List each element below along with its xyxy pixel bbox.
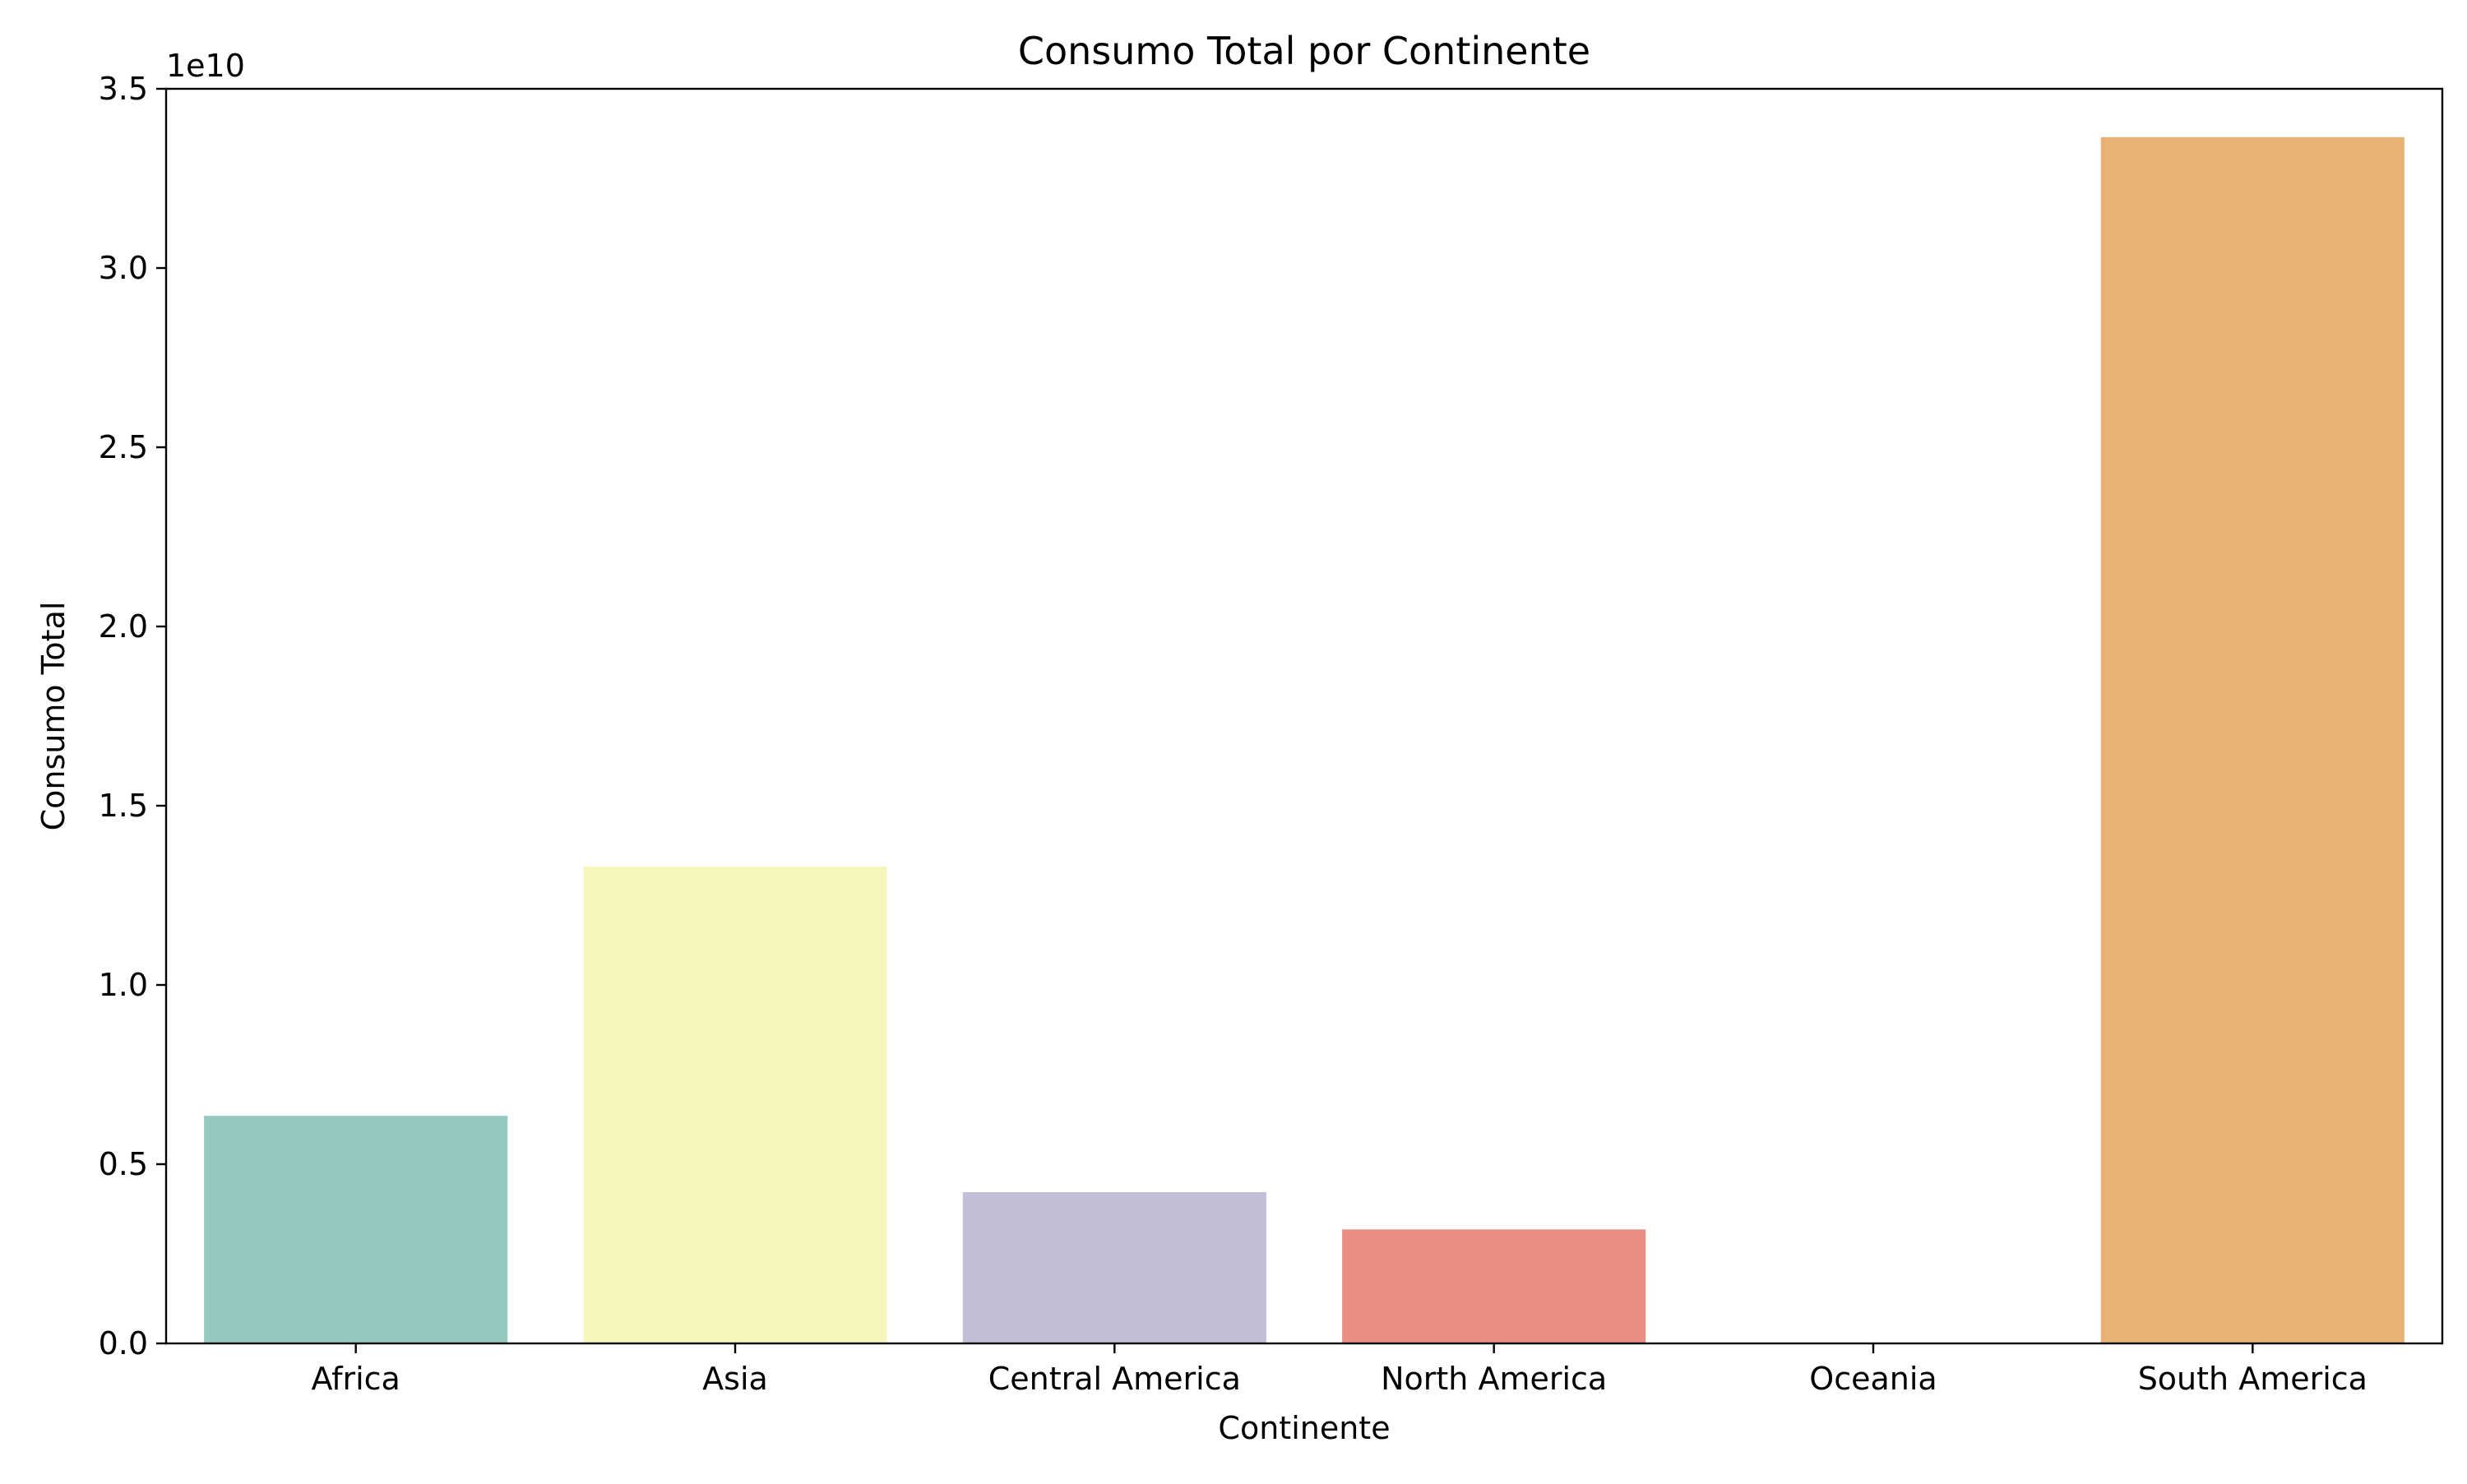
bar-central-america bbox=[962, 1192, 1266, 1343]
bar-asia bbox=[583, 867, 887, 1343]
y-tick-label: 3.0 bbox=[99, 250, 148, 286]
y-axis-ticks: 0.0 0.5 1.0 1.5 2.0 2.5 3.0 3.5 bbox=[99, 71, 166, 1361]
x-axis-label: Continente bbox=[1218, 1410, 1390, 1446]
x-axis-ticks: Africa Asia Central America North America Oc… bbox=[311, 1343, 2367, 1397]
y-tick-label: 1.5 bbox=[99, 788, 148, 824]
y-axis-offset-label: 1e10 bbox=[166, 48, 245, 84]
y-tick-label: 3.5 bbox=[99, 71, 148, 107]
bar-north-america bbox=[1342, 1229, 1646, 1343]
y-tick-label: 0.0 bbox=[99, 1325, 148, 1361]
x-tick-label: South America bbox=[2138, 1361, 2367, 1397]
x-tick-label: Central America bbox=[988, 1361, 1241, 1397]
x-tick-label: Asia bbox=[702, 1361, 768, 1397]
bars-layer bbox=[204, 136, 2405, 1344]
y-tick-label: 2.0 bbox=[99, 608, 148, 645]
x-tick-label: North America bbox=[1381, 1361, 1607, 1397]
y-tick-label: 1.0 bbox=[99, 967, 148, 1003]
x-tick-label: Oceania bbox=[1809, 1361, 1937, 1397]
y-axis-label: Consumo Total bbox=[35, 602, 72, 831]
axes-layer bbox=[164, 87, 2444, 1345]
y-tick-label: 0.5 bbox=[99, 1146, 148, 1182]
plot-frame bbox=[164, 87, 2444, 1345]
y-tick-label: 2.5 bbox=[99, 429, 148, 465]
bar-africa bbox=[204, 1116, 508, 1343]
chart-title: Consumo Total por Continente bbox=[1018, 29, 1590, 73]
x-tick-label: Africa bbox=[311, 1361, 400, 1397]
bar-south-america bbox=[2100, 136, 2405, 1344]
